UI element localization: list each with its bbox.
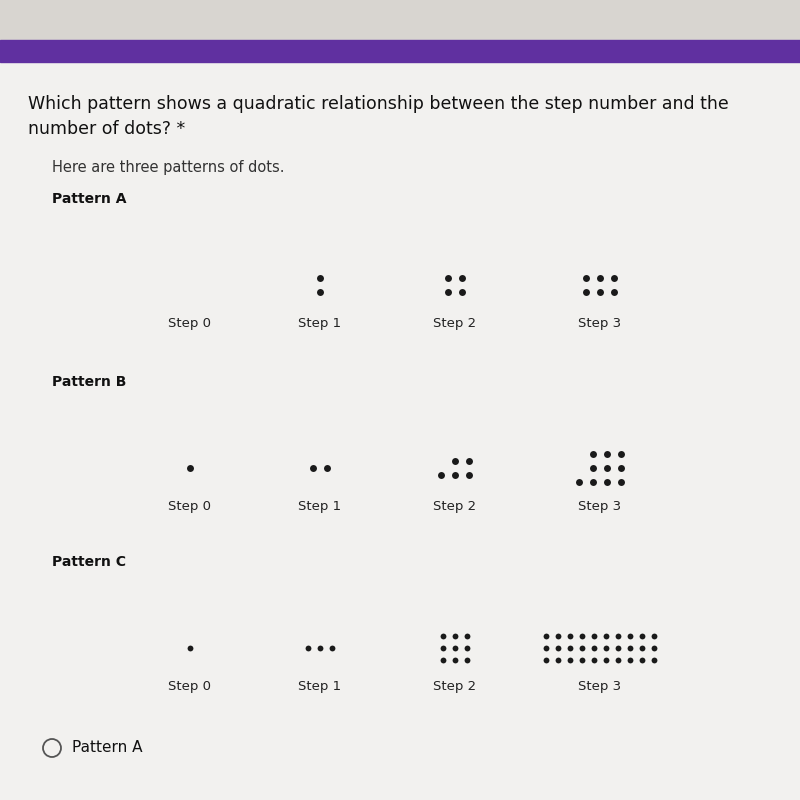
Text: Pattern A: Pattern A [52,192,126,206]
Text: Step 1: Step 1 [298,500,342,513]
Text: Step 2: Step 2 [434,680,477,693]
Text: Step 1: Step 1 [298,680,342,693]
Text: Step 2: Step 2 [434,500,477,513]
Text: Which pattern shows a quadratic relationship between the step number and the: Which pattern shows a quadratic relation… [28,95,729,113]
Text: Pattern A: Pattern A [72,741,142,755]
Text: Step 0: Step 0 [169,317,211,330]
Text: Step 2: Step 2 [434,317,477,330]
Text: number of dots? *: number of dots? * [28,120,186,138]
Bar [0,0,800,40]
Text: Step 1: Step 1 [298,317,342,330]
Text: Pattern C: Pattern C [52,555,126,569]
Bar [0,40,800,62]
Text: Step 0: Step 0 [169,500,211,513]
Text: Here are three patterns of dots.: Here are three patterns of dots. [52,160,285,175]
Text: Pattern B: Pattern B [52,375,126,389]
Text: Step 3: Step 3 [578,500,622,513]
Text: Step 0: Step 0 [169,680,211,693]
Text: Step 3: Step 3 [578,317,622,330]
Text: Step 3: Step 3 [578,680,622,693]
